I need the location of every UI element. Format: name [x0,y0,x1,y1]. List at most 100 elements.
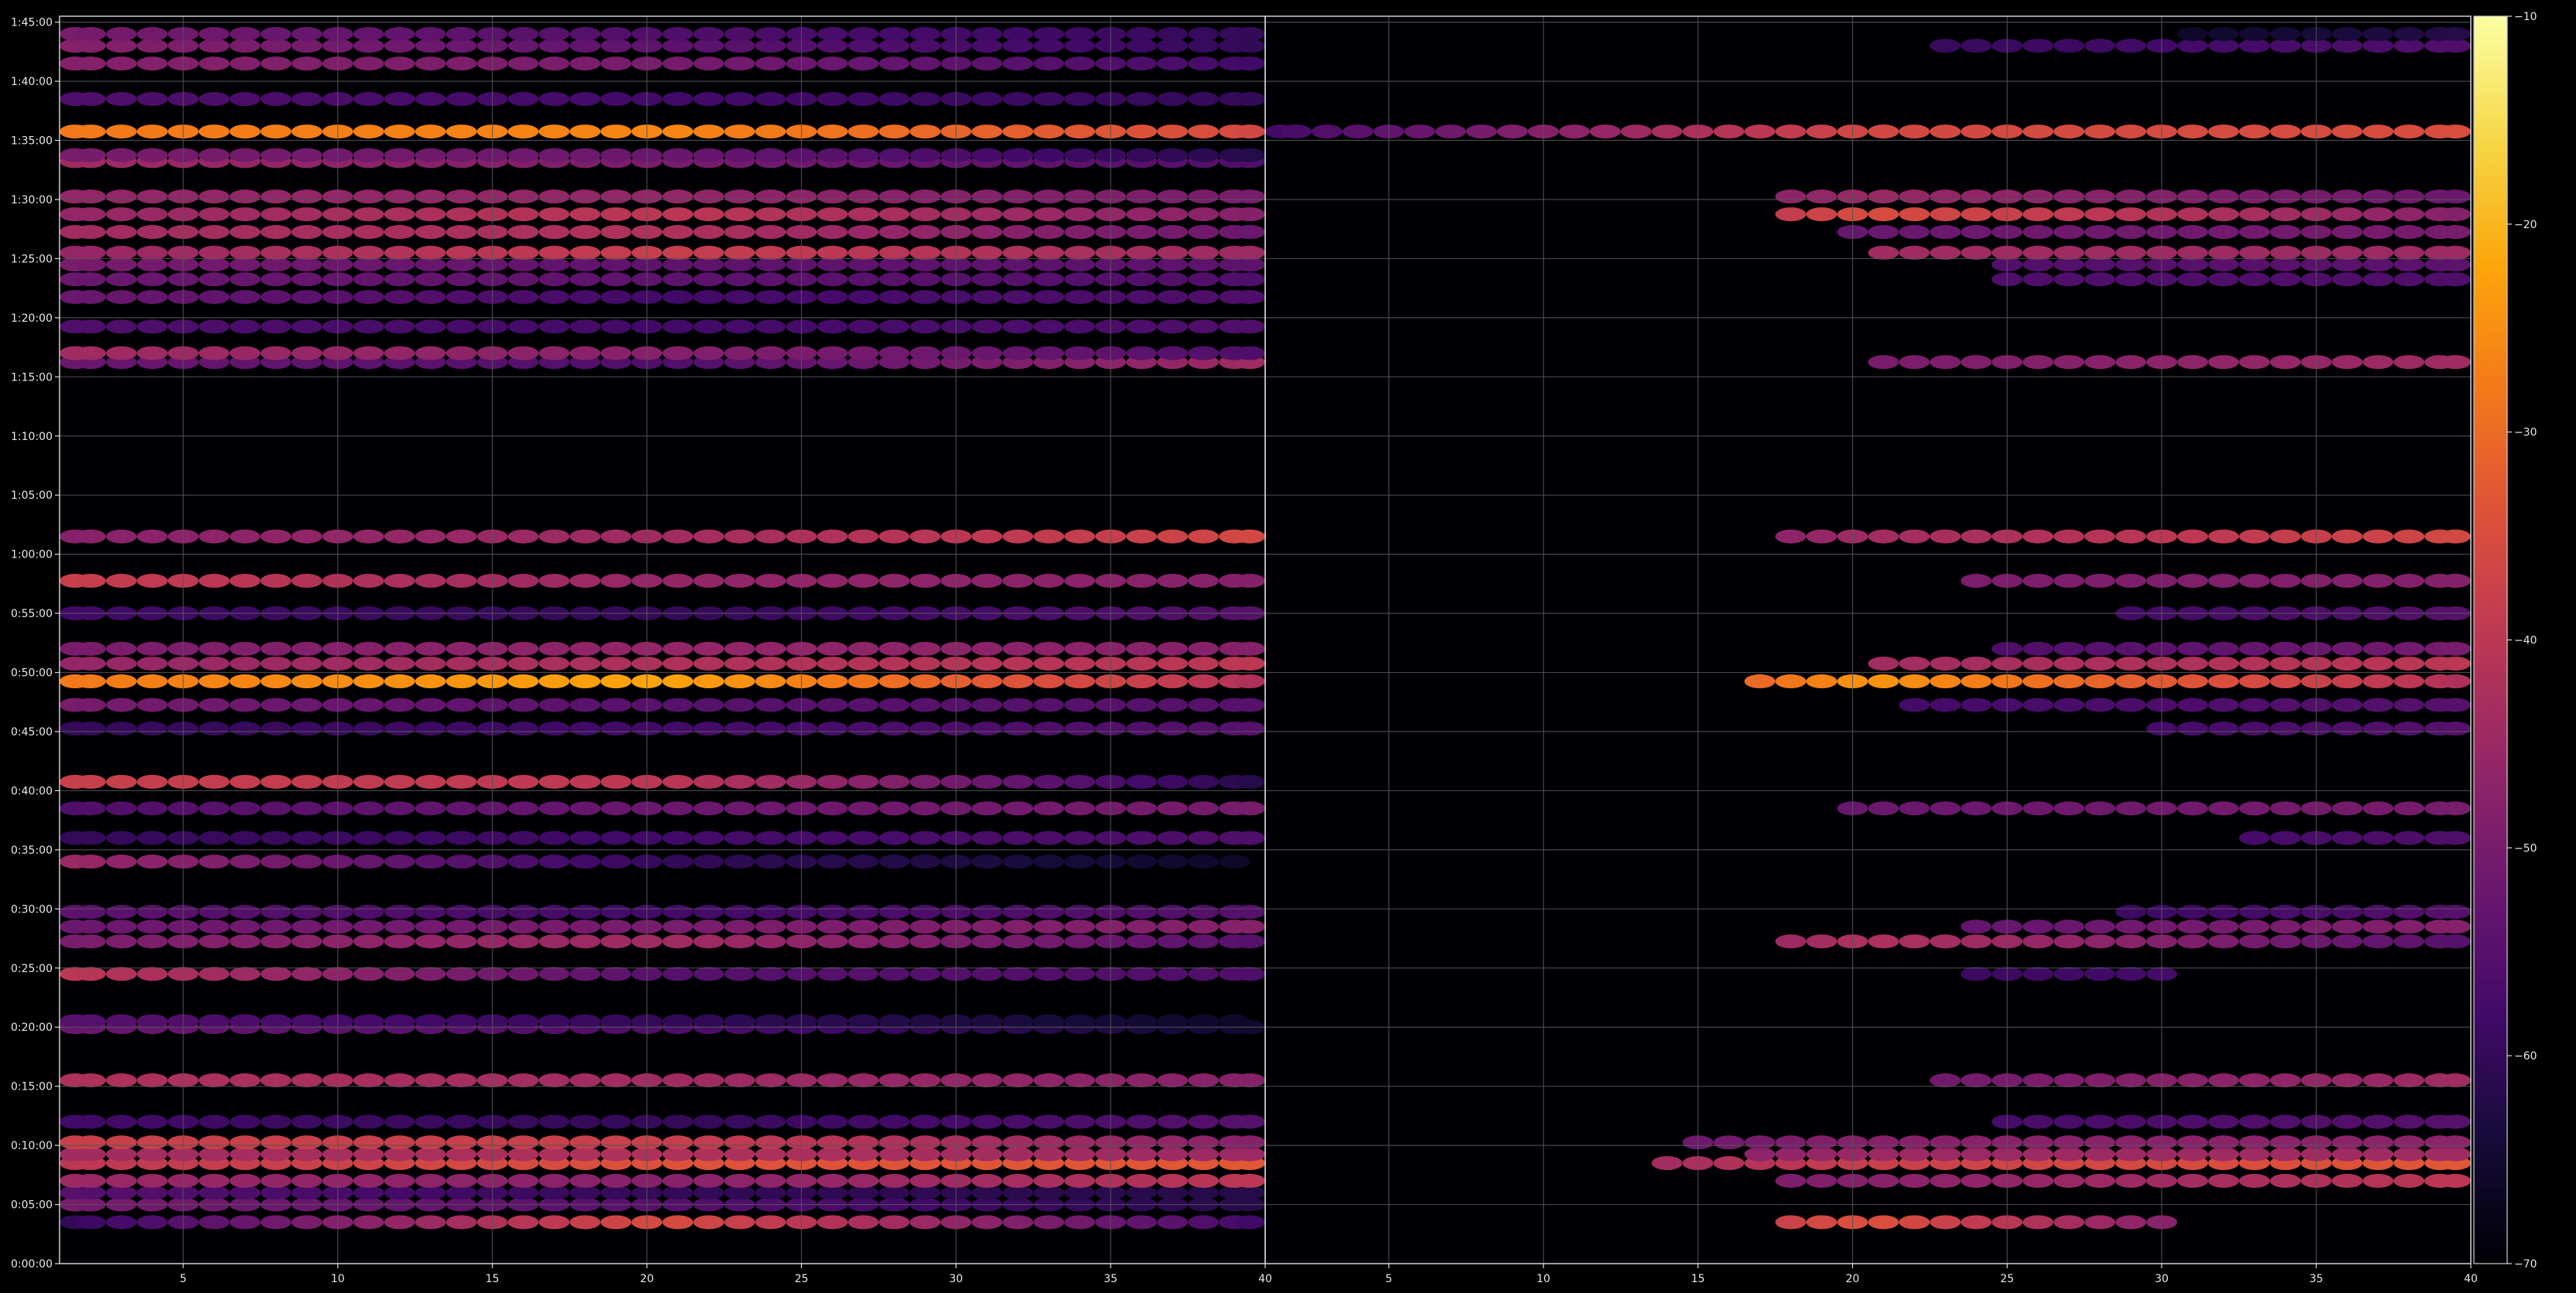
heat-cell [2084,641,2116,656]
heat-cell [1126,722,1158,736]
heat-cell [136,39,168,53]
heat-cell [971,207,1003,222]
heat-cell [538,774,570,789]
heat-cell [600,26,632,41]
heat-cell [600,189,632,204]
heat-cell [136,346,168,360]
y-tick-label: 1:15:00 [11,371,53,384]
heat-cell [229,698,261,712]
heat-cell [848,905,879,919]
heat-cell [2440,1173,2471,1188]
heat-cell [2053,657,2085,671]
heat-cell [229,529,261,544]
heat-cell [105,92,137,107]
heat-cell [662,967,694,981]
y-tick-label: 1:10:00 [11,431,53,443]
heat-cell [291,905,322,919]
heat-cell [1713,125,1745,139]
x-tick-label: 35 [2309,1273,2323,1285]
heat-cell [848,1173,879,1188]
heat-cell [384,722,415,736]
heat-cell [415,225,446,240]
heat-cell [662,674,694,689]
heat-cell [1002,1186,1034,1200]
heat-cell [2115,258,2147,272]
heat-cell [2208,529,2240,544]
heat-cell [1157,245,1189,260]
heat-cell [724,207,756,222]
heat-cell [291,641,322,656]
heat-cell [2270,801,2301,816]
heat-cell [415,258,446,272]
heat-cell [445,148,477,162]
heat-cell [2239,1147,2271,1162]
heat-cell [2022,641,2054,656]
heat-cell [600,674,632,689]
heat-cell [755,934,786,949]
heat-cell [1234,1173,1265,1188]
heat-cell [1002,125,1034,139]
heat-cell [1064,967,1096,981]
heat-cell [1157,92,1189,107]
heat-cell [74,855,106,869]
heat-cell [2332,1147,2363,1162]
heat-cell [2053,641,2085,656]
heat-cell [1126,125,1158,139]
heat-cell [879,1135,910,1150]
heat-cell [817,125,848,139]
heat-cell [1929,657,1961,671]
heat-cell [2332,722,2363,736]
heat-cell [848,674,879,689]
heat-cell [1929,1147,1961,1162]
heat-cell [2363,722,2394,736]
heat-cell [2393,657,2425,671]
heat-cell [724,1215,756,1230]
heat-cell [848,641,879,656]
heat-cell [105,801,137,816]
heat-cell [1234,346,1265,360]
heat-cell [662,919,694,934]
heat-cell [2239,125,2271,139]
heat-cell [755,722,786,736]
heat-cell [817,1014,848,1029]
heat-cell [848,272,879,287]
heat-cell [1033,346,1065,360]
heat-cell [2208,1173,2240,1188]
y-tick-label: 0:05:00 [11,1199,53,1212]
heat-cell [2332,272,2363,287]
heat-cell [848,1215,879,1230]
heat-cell [848,831,879,845]
heat-cell [1064,657,1096,671]
heat-cell [1002,674,1034,689]
heat-cell [1868,1173,1899,1188]
heat-cell [724,934,756,949]
heat-cell [2440,39,2471,53]
heat-cell [2115,245,2147,260]
heat-cell [507,801,539,816]
heat-cell [445,319,477,334]
heat-cell [198,855,230,869]
heat-cell [507,831,539,845]
heat-cell [445,1186,477,1200]
heat-cell [384,1147,415,1162]
heat-cell [693,831,725,845]
heat-cell [755,1186,786,1200]
heat-cell [2393,1135,2425,1150]
heat-cell [755,919,786,934]
heat-cell [260,657,292,671]
heat-cell [2115,39,2147,53]
heat-cell [2053,1147,2085,1162]
heat-cell [693,272,725,287]
heat-cell [1002,56,1034,71]
heat-cell [384,92,415,107]
heat-cell [848,245,879,260]
heat-cell [909,574,941,589]
heat-cell [2332,831,2363,845]
heat-cell [1157,574,1189,589]
heat-cell [260,189,292,204]
heat-cell [260,905,292,919]
heat-cell [879,1014,910,1029]
heat-cell [600,225,632,240]
heat-cell [2363,1173,2394,1188]
heat-cell [1960,574,1992,589]
